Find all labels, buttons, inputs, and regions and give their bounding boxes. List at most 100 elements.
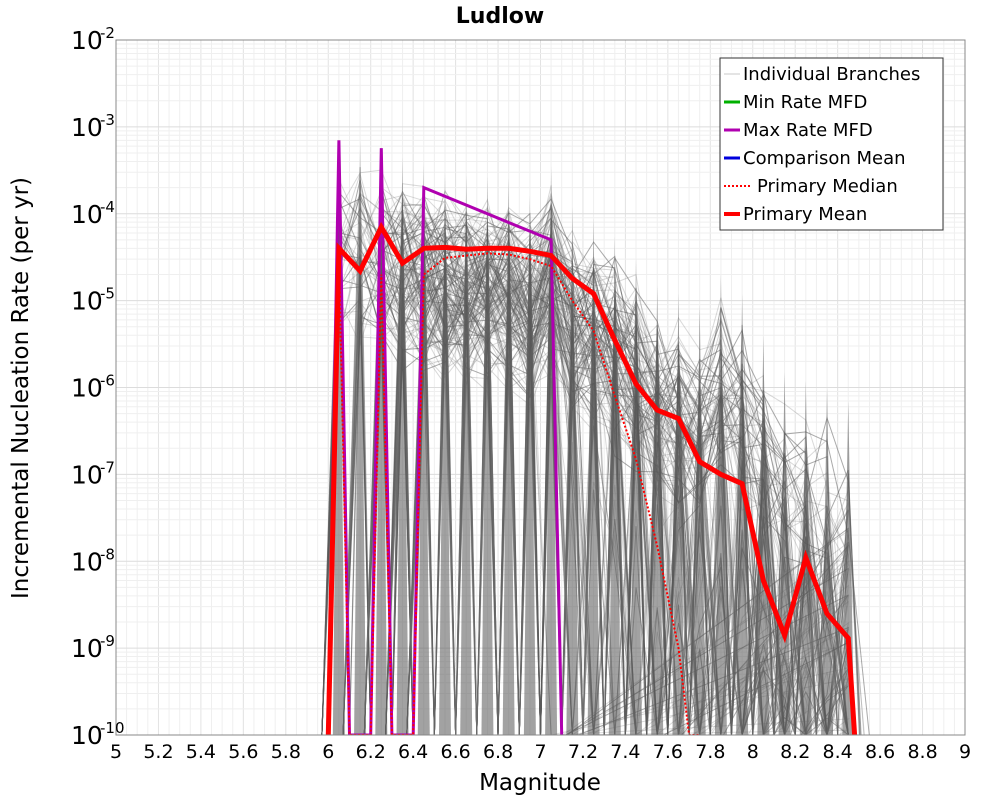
- y-tick-label: 10-5: [71, 285, 115, 316]
- branch-spike: [417, 163, 430, 735]
- x-tick-label: 9: [959, 741, 971, 763]
- branch-line: [363, 238, 849, 735]
- y-tick-label: 10-10: [71, 719, 125, 750]
- branch-spike: [354, 140, 367, 735]
- x-tick-label: 6.2: [356, 741, 386, 763]
- legend-label: Individual Branches: [743, 64, 920, 85]
- x-tick-label: 7.6: [653, 741, 683, 763]
- x-tick-label: 7.4: [610, 741, 640, 763]
- branch-spike: [736, 293, 749, 735]
- branch-spike: [757, 335, 770, 735]
- y-tick-exponent: -2: [100, 24, 115, 42]
- legend-label: Comparison Mean: [743, 148, 906, 169]
- y-tick-exponent: -5: [100, 285, 115, 303]
- y-tick-base: 10: [71, 634, 103, 663]
- branch-line: [321, 229, 849, 735]
- branch-spike: [821, 387, 834, 735]
- branch-line: [321, 228, 850, 735]
- branch-spike: [396, 157, 409, 735]
- branch-line: [321, 253, 849, 735]
- x-tick-label: 5.6: [228, 741, 258, 763]
- branch-line: [342, 185, 849, 735]
- branch-line: [385, 257, 849, 735]
- y-tick-base: 10: [71, 721, 103, 750]
- legend-label: Min Rate MFD: [743, 92, 867, 113]
- branch-line: [321, 215, 849, 735]
- y-tick-label: 10-7: [71, 458, 115, 489]
- branch-spike: [502, 177, 515, 735]
- branch-spike: [375, 149, 388, 735]
- y-tick-exponent: -9: [100, 632, 115, 650]
- branch-line: [363, 222, 849, 735]
- branch-line: [406, 246, 849, 735]
- x-tick-label: 5.2: [143, 741, 173, 763]
- y-tick-exponent: -8: [100, 545, 115, 563]
- x-tick-label: 8.6: [865, 741, 895, 763]
- x-tick-label: 8.8: [907, 741, 937, 763]
- legend-item: Comparison Mean: [724, 148, 906, 169]
- branch-line: [363, 203, 849, 735]
- branch-line: [406, 274, 849, 735]
- branch-spike: [630, 259, 643, 735]
- legend-item: Max Rate MFD: [724, 120, 873, 141]
- branch-line: [406, 233, 849, 735]
- x-tick-label: 5.4: [186, 741, 216, 763]
- branch-spike: [481, 176, 494, 735]
- y-tick-base: 10: [71, 200, 103, 229]
- branch-line: [363, 305, 849, 735]
- y-tick-base: 10: [71, 26, 103, 55]
- branch-line: [321, 193, 849, 735]
- y-tick-label: 10-3: [71, 111, 115, 142]
- x-tick-label: 8.2: [780, 741, 810, 763]
- legend: Individual Branches Min Rate MFD Max Rate …: [719, 57, 944, 231]
- legend-label: Primary Median: [757, 176, 898, 197]
- y-tick-exponent: -10: [100, 719, 125, 737]
- y-tick-exponent: -3: [100, 111, 115, 129]
- legend-item: Primary Mean: [724, 204, 867, 225]
- branch-spike: [460, 174, 473, 735]
- branch-spike: [587, 217, 600, 735]
- branch-spike: [672, 293, 685, 735]
- y-tick-base: 10: [71, 113, 103, 142]
- branch-spike: [778, 372, 791, 735]
- legend-label: Primary Mean: [743, 204, 867, 225]
- x-tick-label: 7: [534, 741, 546, 763]
- y-tick-base: 10: [71, 547, 103, 576]
- branch-spike: [438, 172, 451, 735]
- x-tick-label: 6.6: [440, 741, 470, 763]
- branch-line: [406, 302, 849, 735]
- legend-item: Primary Median: [724, 176, 898, 197]
- x-tick-label: 8.4: [823, 741, 853, 763]
- chart-title: Ludlow: [456, 4, 544, 29]
- branch-line: [385, 213, 849, 735]
- y-tick-exponent: -7: [100, 458, 115, 476]
- y-tick-exponent: -6: [100, 372, 115, 390]
- x-axis-label: Magnitude: [479, 770, 601, 796]
- y-tick-label: 10-6: [71, 372, 115, 403]
- branch-line: [385, 280, 862, 735]
- branch-spike: [608, 236, 621, 735]
- y-tick-exponent: -4: [100, 198, 115, 216]
- branch-line: [363, 247, 849, 735]
- branch-line: [406, 214, 849, 735]
- legend-item: Min Rate MFD: [724, 92, 867, 113]
- series-primary-mean: [325, 221, 858, 735]
- x-tick-label: 6.4: [398, 741, 428, 763]
- branch-spike: [693, 304, 706, 735]
- branch-spike: [651, 285, 664, 735]
- branch-spike: [714, 274, 727, 735]
- x-tick-label: 8: [747, 741, 759, 763]
- branch-line: [321, 246, 849, 735]
- x-tick-label: 6.8: [483, 741, 513, 763]
- legend-label: Max Rate MFD: [743, 120, 873, 141]
- branch-spike: [523, 196, 536, 735]
- branch-line: [363, 254, 849, 735]
- y-tick-label: 10-2: [71, 24, 115, 55]
- branch-line: [406, 224, 860, 735]
- branch-spike: [545, 166, 558, 735]
- x-tick-labels: 5 5.2 5.4 5.6 5.8 6 6.2 6.4 6.6 6.8 7 7.2 7.4 7.6 7.8 8…: [110, 741, 971, 763]
- y-tick-label: 10-4: [71, 198, 115, 229]
- y-tick-base: 10: [71, 460, 103, 489]
